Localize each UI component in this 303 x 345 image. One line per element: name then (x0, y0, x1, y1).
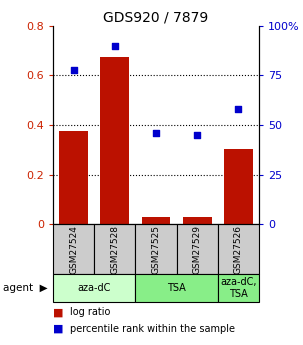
Text: aza-dC: aza-dC (78, 283, 111, 293)
Bar (224, 149, 253, 224)
Bar (218, 274, 259, 302)
Point (154, 130, 158, 136)
Bar (135, 274, 218, 302)
Bar (142, 217, 171, 224)
Bar (53, 224, 94, 274)
Bar (218, 224, 259, 274)
Text: GSM27526: GSM27526 (234, 225, 243, 274)
Bar (94, 224, 135, 274)
Point (112, 43, 117, 48)
Bar (183, 217, 212, 224)
Title: GDS920 / 7879: GDS920 / 7879 (103, 11, 209, 25)
Bar (135, 224, 177, 274)
Text: agent  ▶: agent ▶ (3, 283, 48, 293)
Point (71, 67, 76, 72)
Point (236, 107, 241, 112)
Text: percentile rank within the sample: percentile rank within the sample (70, 324, 235, 334)
Text: TSA: TSA (167, 283, 186, 293)
Text: ■: ■ (53, 324, 64, 334)
Text: ■: ■ (53, 307, 64, 317)
Bar (59, 131, 88, 224)
Bar (100, 57, 129, 224)
Bar (177, 224, 218, 274)
Text: aza-dC,
TSA: aza-dC, TSA (220, 277, 257, 299)
Text: GSM27525: GSM27525 (152, 225, 161, 274)
Text: GSM27529: GSM27529 (193, 225, 202, 274)
Text: log ratio: log ratio (70, 307, 110, 317)
Bar (53, 274, 135, 302)
Point (195, 132, 200, 138)
Text: GSM27528: GSM27528 (110, 225, 119, 274)
Text: GSM27524: GSM27524 (69, 225, 78, 274)
